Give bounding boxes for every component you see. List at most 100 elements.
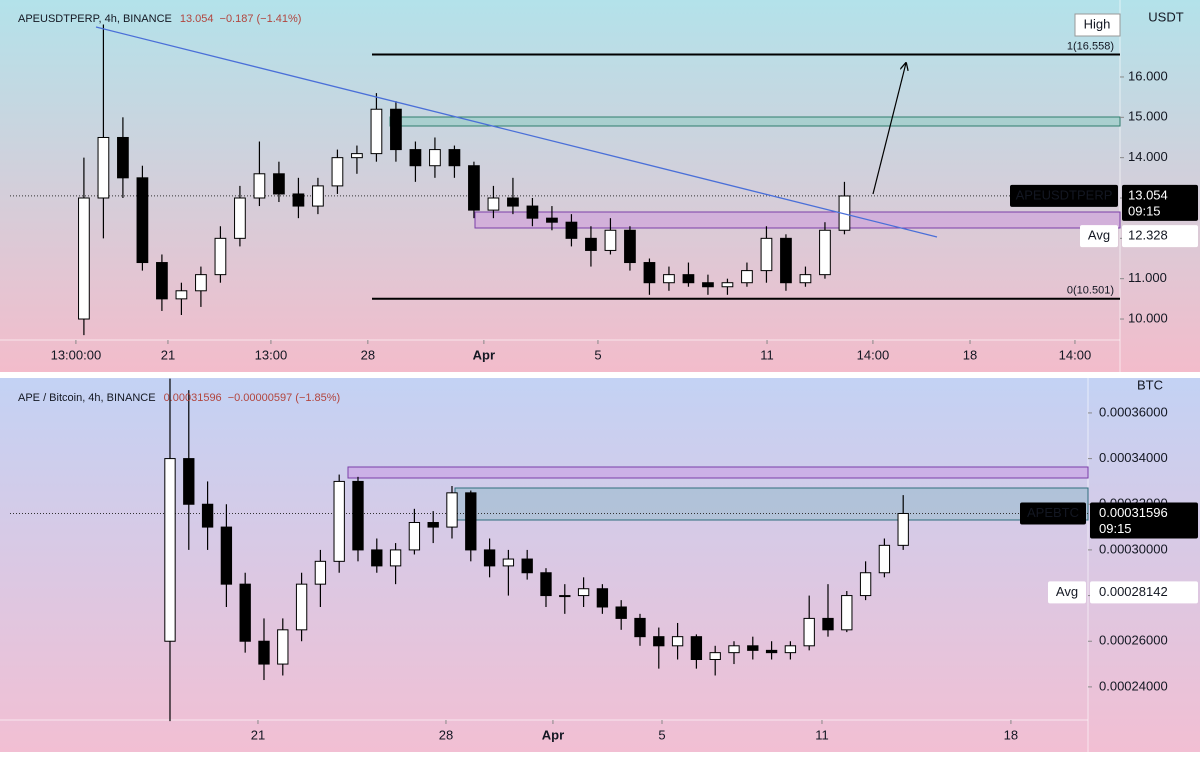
candle-body	[429, 149, 441, 167]
candle-body	[164, 458, 176, 642]
candle-body	[634, 617, 646, 638]
candle-body	[371, 549, 383, 567]
avg-value: 12.328	[1128, 228, 1168, 243]
candle-body	[195, 274, 207, 292]
bottom-panel-bg	[0, 378, 1200, 752]
candle-body	[273, 173, 285, 195]
candle-body	[565, 221, 578, 239]
candle-body	[448, 149, 461, 167]
x-tick-label: 14:00	[857, 347, 890, 362]
candle-body	[822, 617, 834, 631]
legend-change: −0.00000597 (−1.85%)	[228, 392, 341, 404]
legend-change: −0.187 (−1.41%)	[220, 13, 302, 25]
x-tick-label: 28	[439, 727, 453, 742]
zone	[389, 116, 1121, 127]
avg-value-box	[1122, 225, 1198, 248]
symbol-label: APEUSDTPERP	[1016, 187, 1113, 202]
x-tick-label: Apr	[473, 347, 495, 362]
symbol-box	[1010, 184, 1118, 207]
x-tick-label: Apr	[542, 727, 564, 742]
y-tick-label: 10.000	[1128, 310, 1168, 325]
candle-body	[201, 503, 214, 528]
candle-body	[117, 136, 129, 179]
candle-body	[389, 549, 402, 567]
last-price-label: 13.054	[1128, 187, 1168, 202]
bottom-chart: 0.000240000.000260000.000280000.00030000…	[10, 378, 1168, 742]
x-tick-label: 18	[1004, 727, 1018, 742]
candle-body	[183, 458, 195, 505]
symbol-box	[1020, 502, 1086, 525]
x-tick-label: 11	[760, 347, 774, 362]
candle-body	[709, 652, 721, 660]
y-tick-label: 16.000	[1128, 68, 1168, 83]
x-tick-label: 21	[251, 727, 265, 742]
candle-body	[653, 636, 665, 647]
candle-body	[728, 645, 740, 654]
candle-body	[526, 205, 539, 219]
candle-body	[521, 558, 533, 574]
candle-body	[258, 640, 270, 665]
y-tick-label: 0.00024000	[1099, 678, 1168, 693]
price-box	[1122, 184, 1198, 221]
candle-body	[747, 645, 759, 651]
candle-body	[239, 583, 251, 642]
candle-body	[331, 157, 344, 187]
candle-body	[784, 645, 797, 654]
candle-body	[277, 629, 289, 665]
candle-body	[643, 262, 656, 284]
candle-body	[253, 173, 266, 199]
avg-tag-box	[1048, 581, 1086, 604]
countdown-label: 09:15	[1128, 203, 1161, 218]
candle-body	[841, 595, 853, 631]
candle-body	[624, 229, 636, 264]
candle-body	[156, 262, 168, 300]
candle-body	[878, 544, 891, 574]
candle-body	[765, 649, 778, 654]
top-chart: 10.00011.00012.00013.00014.00015.00016.0…	[10, 13, 1168, 362]
candle-body	[819, 229, 831, 276]
countdown-label: 09:15	[1099, 521, 1132, 536]
candle-body	[721, 282, 734, 288]
candle-body	[352, 480, 364, 551]
zone	[454, 487, 1089, 521]
legend: APEUSDTPERP, 4h, BINANCE 13.054 −0.187 (−1…	[18, 13, 301, 25]
avg-value: 0.00028142	[1099, 584, 1168, 599]
y-tick-label: 11.000	[1128, 270, 1167, 285]
candle-body	[507, 197, 519, 207]
fib-level-label: 1(16.558)	[1067, 40, 1114, 52]
drawings	[95, 26, 938, 238]
candle-body	[682, 274, 695, 284]
legend: APE / Bitcoin, 4h, BINANCE 0.00031596 −0.0…	[18, 392, 340, 404]
candle-body	[390, 108, 402, 151]
candle-body	[408, 522, 421, 551]
candle-body	[295, 583, 308, 631]
candle-body	[596, 588, 609, 608]
avg-tag-box	[1080, 225, 1118, 248]
y-tick-label: 0.00030000	[1099, 541, 1168, 556]
x-tick-label: 21	[161, 347, 175, 362]
price-box	[1090, 502, 1198, 539]
x-tick-label: 5	[594, 347, 601, 362]
candle-body	[314, 560, 327, 585]
candle-body	[487, 197, 500, 211]
candle-body	[312, 185, 324, 207]
candle-body	[78, 197, 90, 320]
axis-unit: BTC	[1137, 377, 1163, 392]
candle-body	[427, 522, 439, 528]
y-tick-label: 15.000	[1128, 109, 1168, 124]
candle-body	[136, 177, 149, 264]
top-panel-bg	[0, 0, 1200, 372]
avg-tag: Avg	[1088, 228, 1110, 243]
trend-line	[95, 26, 938, 238]
candle-body	[351, 153, 363, 159]
candle-body	[502, 558, 515, 567]
x-tick-label: 11	[815, 727, 829, 742]
y-tick-label: 14.000	[1128, 149, 1168, 164]
candle-body	[604, 229, 617, 251]
candle-body	[214, 237, 227, 276]
fib-level-label: 0(10.501)	[1067, 285, 1114, 297]
high-label: High	[1084, 16, 1111, 31]
candle-body	[741, 270, 753, 284]
